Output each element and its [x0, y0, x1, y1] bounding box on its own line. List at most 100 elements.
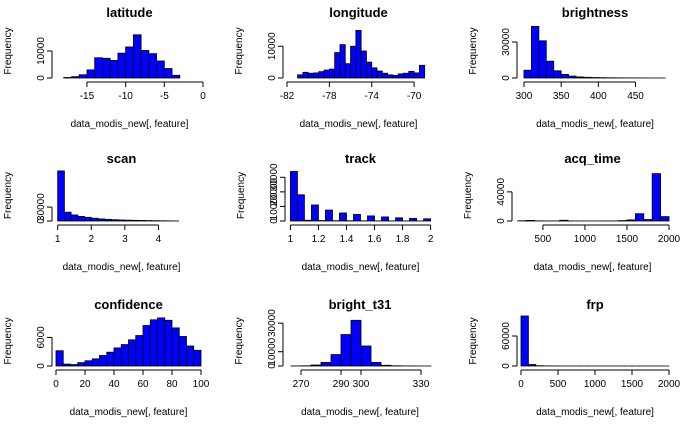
histogram-bar: [634, 213, 645, 222]
x-tick-label: 2: [428, 234, 434, 245]
histogram-bar: [395, 217, 403, 222]
histogram-bar: [350, 319, 362, 367]
histogram-bar: [84, 216, 92, 222]
x-tick-label: -10: [118, 91, 133, 102]
histogram-panel-acq-time: acq_time 500 1000 1500 2000 0 40000 data_modis_…: [463, 151, 681, 273]
y-axis-label: Frequency: [463, 172, 474, 219]
x-tick-label: 2000: [658, 234, 681, 245]
histogram-bar: [164, 319, 173, 367]
histogram-bar: [520, 315, 529, 367]
histogram-bar: [109, 60, 119, 79]
y-tick-label: 60000: [501, 322, 512, 350]
x-tick-label: 350: [553, 91, 570, 102]
x-tick-label: 100: [193, 379, 210, 390]
histogram-bar: [370, 362, 382, 367]
histogram-bar: [113, 347, 122, 367]
histogram-bar: [142, 325, 151, 367]
histogram-panel-confidence: confidence 0 20 40 60 80 100 0 6000 data_modis_ne…: [3, 297, 210, 418]
x-axis-label: data_modis_new[, feature]: [302, 262, 420, 273]
histogram-bar: [320, 362, 332, 367]
histogram-bar: [137, 220, 146, 222]
histogram-bar: [344, 63, 351, 79]
histogram-bar: [90, 217, 99, 222]
histogram-bar: [86, 69, 96, 79]
histogram-bar: [148, 53, 157, 79]
panel-title: scan: [107, 151, 137, 166]
histogram-panel-brightness: brightness 300 350 400 450 0 30000 data_modis_n…: [468, 5, 666, 130]
histogram-bar: [330, 354, 342, 367]
histogram-bar: [371, 67, 378, 79]
panel-title: brightness: [562, 5, 628, 20]
x-tick-label: 500: [550, 379, 567, 390]
histogram-bar: [99, 355, 108, 367]
y-tick-label: 0: [501, 75, 512, 81]
histogram-bar: [560, 74, 569, 79]
y-tick-label: 30000: [267, 309, 278, 337]
x-tick-label: 4: [156, 234, 162, 245]
histogram-bar: [149, 319, 158, 367]
histogram-bar: [651, 173, 661, 222]
y-tick-label: 10000: [36, 37, 47, 65]
x-tick-label: 300: [353, 379, 370, 390]
panel-title: bright_t31: [329, 297, 392, 312]
x-tick-label: 60: [137, 379, 149, 390]
histogram-bar: [131, 219, 139, 222]
y-tick-label: 0: [36, 75, 47, 81]
histogram-bar: [334, 52, 341, 79]
histogram-bar: [339, 212, 347, 222]
panel-title: longitude: [329, 5, 388, 20]
x-tick-label: 1.4: [340, 234, 354, 245]
histogram-bar: [381, 72, 389, 79]
histogram-bar: [307, 72, 314, 79]
histogram-panel-frp: frp 0 500 1000 1500 2000 0 60000 data_modis_new[…: [468, 297, 681, 418]
histogram-bar: [366, 61, 373, 79]
histogram-bar: [125, 46, 134, 79]
histogram-bar: [350, 45, 357, 79]
y-axis-label: Frequency: [234, 27, 245, 74]
x-tick-label: 2000: [658, 379, 681, 390]
histogram-panel-latitude: latitude -15 -10 -5 0 0 10000 data_modis_new[, …: [3, 5, 206, 130]
histogram-bar: [353, 214, 361, 222]
x-tick-label: -74: [365, 91, 380, 102]
histogram-bar: [104, 218, 112, 222]
histogram-bar: [311, 204, 319, 222]
histogram-bar: [77, 362, 86, 367]
histogram-bar: [523, 69, 532, 79]
histogram-bar: [111, 219, 119, 222]
panel-title: frp: [586, 297, 603, 312]
histogram-bar: [297, 194, 305, 222]
x-tick-label: 1000: [574, 234, 597, 245]
y-tick-label: 0: [269, 218, 280, 224]
histogram-bar: [63, 211, 72, 222]
histogram-bar: [323, 69, 330, 79]
x-tick-label: 1000: [584, 379, 607, 390]
histogram-bar: [71, 76, 80, 79]
x-axis-label: data_modis_new[, feature]: [300, 119, 418, 130]
x-tick-label: 450: [627, 91, 644, 102]
histogram-bar: [660, 216, 670, 222]
histogram-bar: [156, 60, 165, 79]
x-tick-label: 1.6: [368, 234, 382, 245]
x-tick-label: 3: [122, 234, 128, 245]
y-tick-label: 10000: [267, 32, 278, 60]
y-tick-label: 30000: [269, 163, 280, 191]
histogram-bar: [171, 327, 180, 367]
histogram-bar: [525, 220, 535, 222]
histogram-bar: [304, 219, 312, 222]
histogram-bar: [376, 70, 383, 79]
histogram-bar: [94, 57, 103, 79]
x-tick-label: 400: [590, 91, 607, 102]
y-axis-label: Frequency: [3, 27, 14, 74]
histogram-bar: [381, 216, 389, 222]
y-axis-label: Frequency: [3, 172, 14, 219]
x-tick-label: 1: [288, 234, 294, 245]
histogram-bar: [360, 50, 367, 79]
panel-title: track: [345, 151, 377, 166]
panel-title: acq_time: [564, 151, 620, 166]
x-tick-label: -78: [322, 91, 337, 102]
histogram-bar: [135, 335, 144, 367]
histogram-bar: [339, 44, 346, 79]
x-tick-label: -82: [280, 91, 295, 102]
